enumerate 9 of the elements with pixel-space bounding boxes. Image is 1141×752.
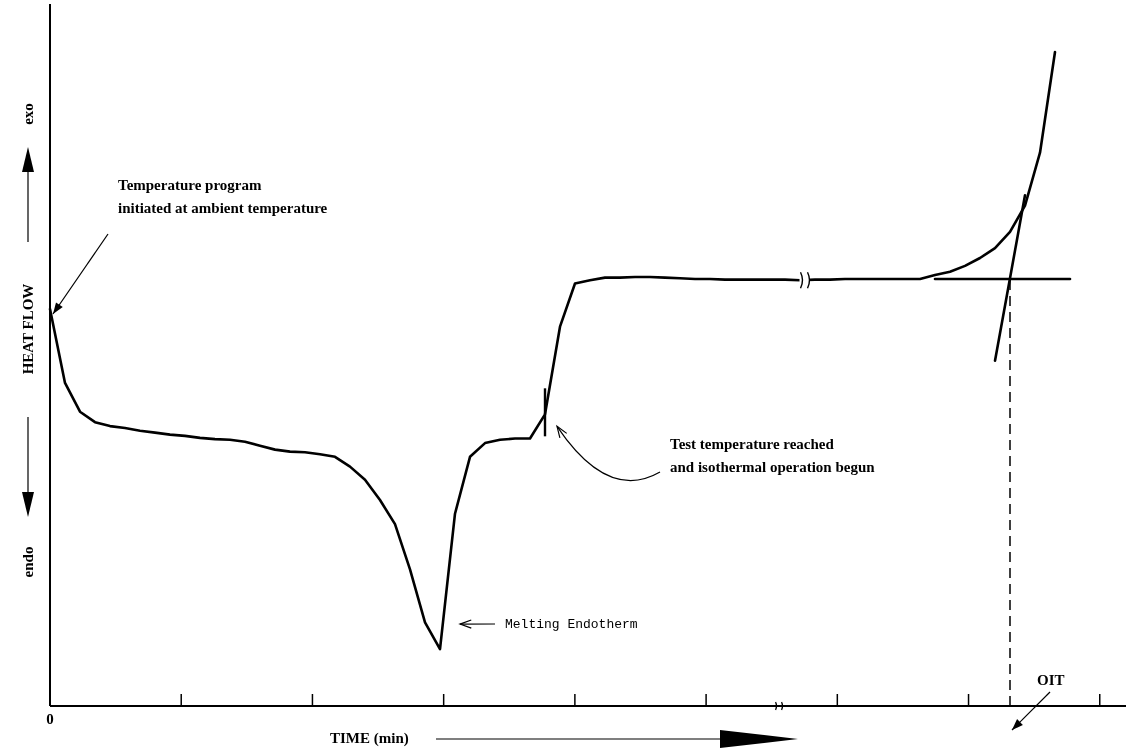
x-axis-title: TIME (min): [330, 730, 409, 747]
annotation: Melting Endotherm: [505, 617, 638, 632]
y-axis-title: HEAT FLOW: [20, 283, 36, 375]
text: 0: [46, 711, 54, 727]
annotation: OIT: [1037, 672, 1065, 688]
text: exo: [20, 103, 36, 125]
annotation: Test temperature reached and isothermal operation begun: [670, 436, 876, 475]
text: endo: [20, 546, 36, 578]
annotation: Temperature program initiated at ambient temperature: [118, 177, 328, 216]
